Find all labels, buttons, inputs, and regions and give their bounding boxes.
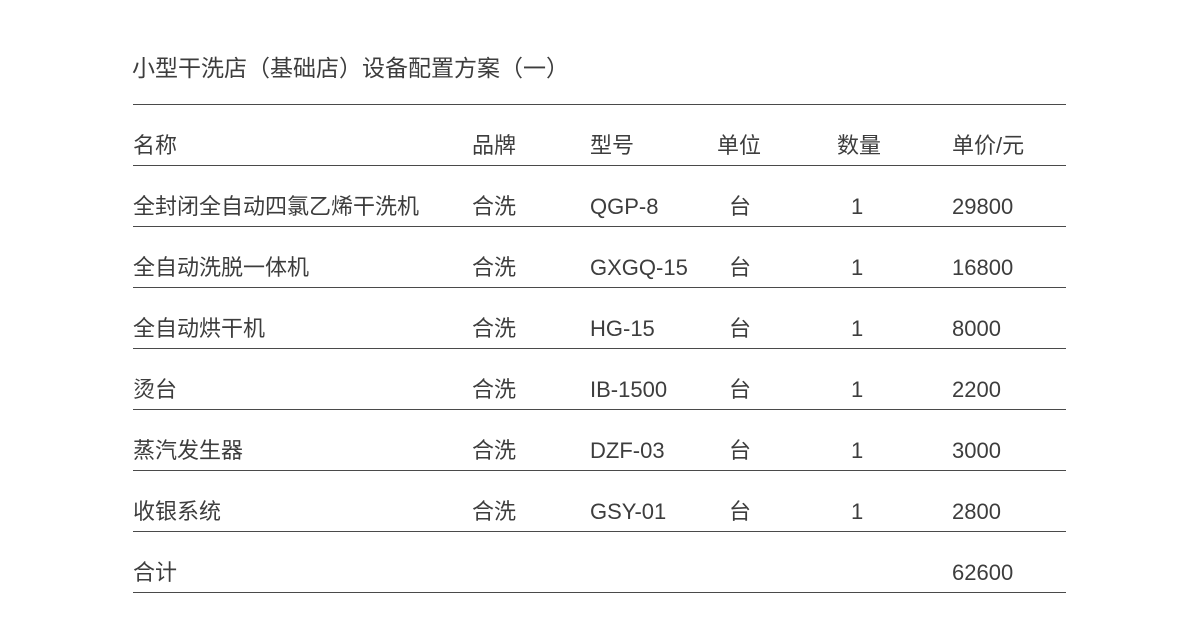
table-body: 全封闭全自动四氯乙烯干洗机 合洗 QGP-8 台 1 29800 全自动洗脱一体机 合洗 GXG… — [133, 166, 1066, 532]
table-cell-empty — [472, 586, 590, 592]
table-cell-model: GXGQ-15 — [590, 255, 688, 280]
table-cell-qty: 1 — [851, 377, 864, 402]
column-header-qty: 数量 — [837, 133, 882, 158]
table-cell-model: DZF-03 — [590, 438, 665, 463]
table-cell-brand: 合洗 — [472, 438, 517, 463]
table-cell-name: 收银系统 — [133, 499, 222, 524]
table-cell-model: IB-1500 — [590, 377, 668, 402]
table-cell-brand: 合洗 — [472, 377, 517, 402]
table-cell-brand: 合洗 — [472, 316, 517, 341]
table-cell-brand: 合洗 — [472, 255, 517, 280]
table-cell-name: 烫台 — [133, 377, 178, 402]
table-cell-unit: 台 — [729, 377, 752, 402]
table-row: 收银系统 合洗 GSY-01 台 1 2800 — [133, 471, 1066, 532]
table-row: 全自动烘干机 合洗 HG-15 台 1 8000 — [133, 288, 1066, 349]
table-cell-name: 蒸汽发生器 — [133, 438, 244, 463]
table-cell-brand: 合洗 — [472, 499, 517, 524]
table-cell-price: 2200 — [952, 377, 1001, 402]
total-label: 合计 — [133, 560, 178, 585]
equipment-table: 名称 品牌 型号 单位 数量 单价/元 全封闭全自动四氯乙烯干洗机 合洗 QGP-8 台 1 298… — [133, 104, 1066, 593]
table-cell-price: 2800 — [952, 499, 1001, 524]
page-title: 小型干洗店（基础店）设备配置方案（一） — [132, 55, 569, 81]
table-cell-empty — [837, 586, 952, 592]
table-cell-model: QGP-8 — [590, 194, 659, 219]
table-row: 全封闭全自动四氯乙烯干洗机 合洗 QGP-8 台 1 29800 — [133, 166, 1066, 227]
table-cell-qty: 1 — [851, 316, 864, 341]
table-row: 烫台 合洗 IB-1500 台 1 2200 — [133, 349, 1066, 410]
table-cell-empty — [590, 586, 717, 592]
table-cell-empty — [717, 586, 837, 592]
column-header-model: 型号 — [590, 133, 635, 158]
column-header-price: 单价/元 — [952, 133, 1025, 158]
table-cell-model: GSY-01 — [590, 499, 667, 524]
table-cell-unit: 台 — [729, 316, 752, 341]
column-header-brand: 品牌 — [472, 133, 517, 158]
table-cell-unit: 台 — [729, 194, 752, 219]
table-cell-brand: 合洗 — [472, 194, 517, 219]
column-header-unit: 单位 — [717, 133, 762, 158]
table-row: 全自动洗脱一体机 合洗 GXGQ-15 台 1 16800 — [133, 227, 1066, 288]
table-header-row: 名称 品牌 型号 单位 数量 单价/元 — [133, 105, 1066, 166]
table-cell-price: 3000 — [952, 438, 1001, 463]
table-cell-price: 29800 — [952, 194, 1014, 219]
table-cell-name: 全自动洗脱一体机 — [133, 255, 310, 280]
table-cell-unit: 台 — [729, 255, 752, 280]
table-row: 蒸汽发生器 合洗 DZF-03 台 1 3000 — [133, 410, 1066, 471]
table-cell-qty: 1 — [851, 194, 864, 219]
column-header-name: 名称 — [133, 133, 178, 158]
total-value: 62600 — [952, 560, 1014, 585]
table-cell-price: 16800 — [952, 255, 1014, 280]
table-cell-unit: 台 — [729, 438, 752, 463]
table-total-row: 合计 62600 — [133, 532, 1066, 593]
table-cell-qty: 1 — [851, 499, 864, 524]
table-cell-model: HG-15 — [590, 316, 655, 341]
table-cell-name: 全自动烘干机 — [133, 316, 266, 341]
table-cell-unit: 台 — [729, 499, 752, 524]
table-cell-qty: 1 — [851, 255, 864, 280]
table-cell-price: 8000 — [952, 316, 1001, 341]
table-cell-qty: 1 — [851, 438, 864, 463]
table-cell-name: 全封闭全自动四氯乙烯干洗机 — [133, 194, 420, 219]
